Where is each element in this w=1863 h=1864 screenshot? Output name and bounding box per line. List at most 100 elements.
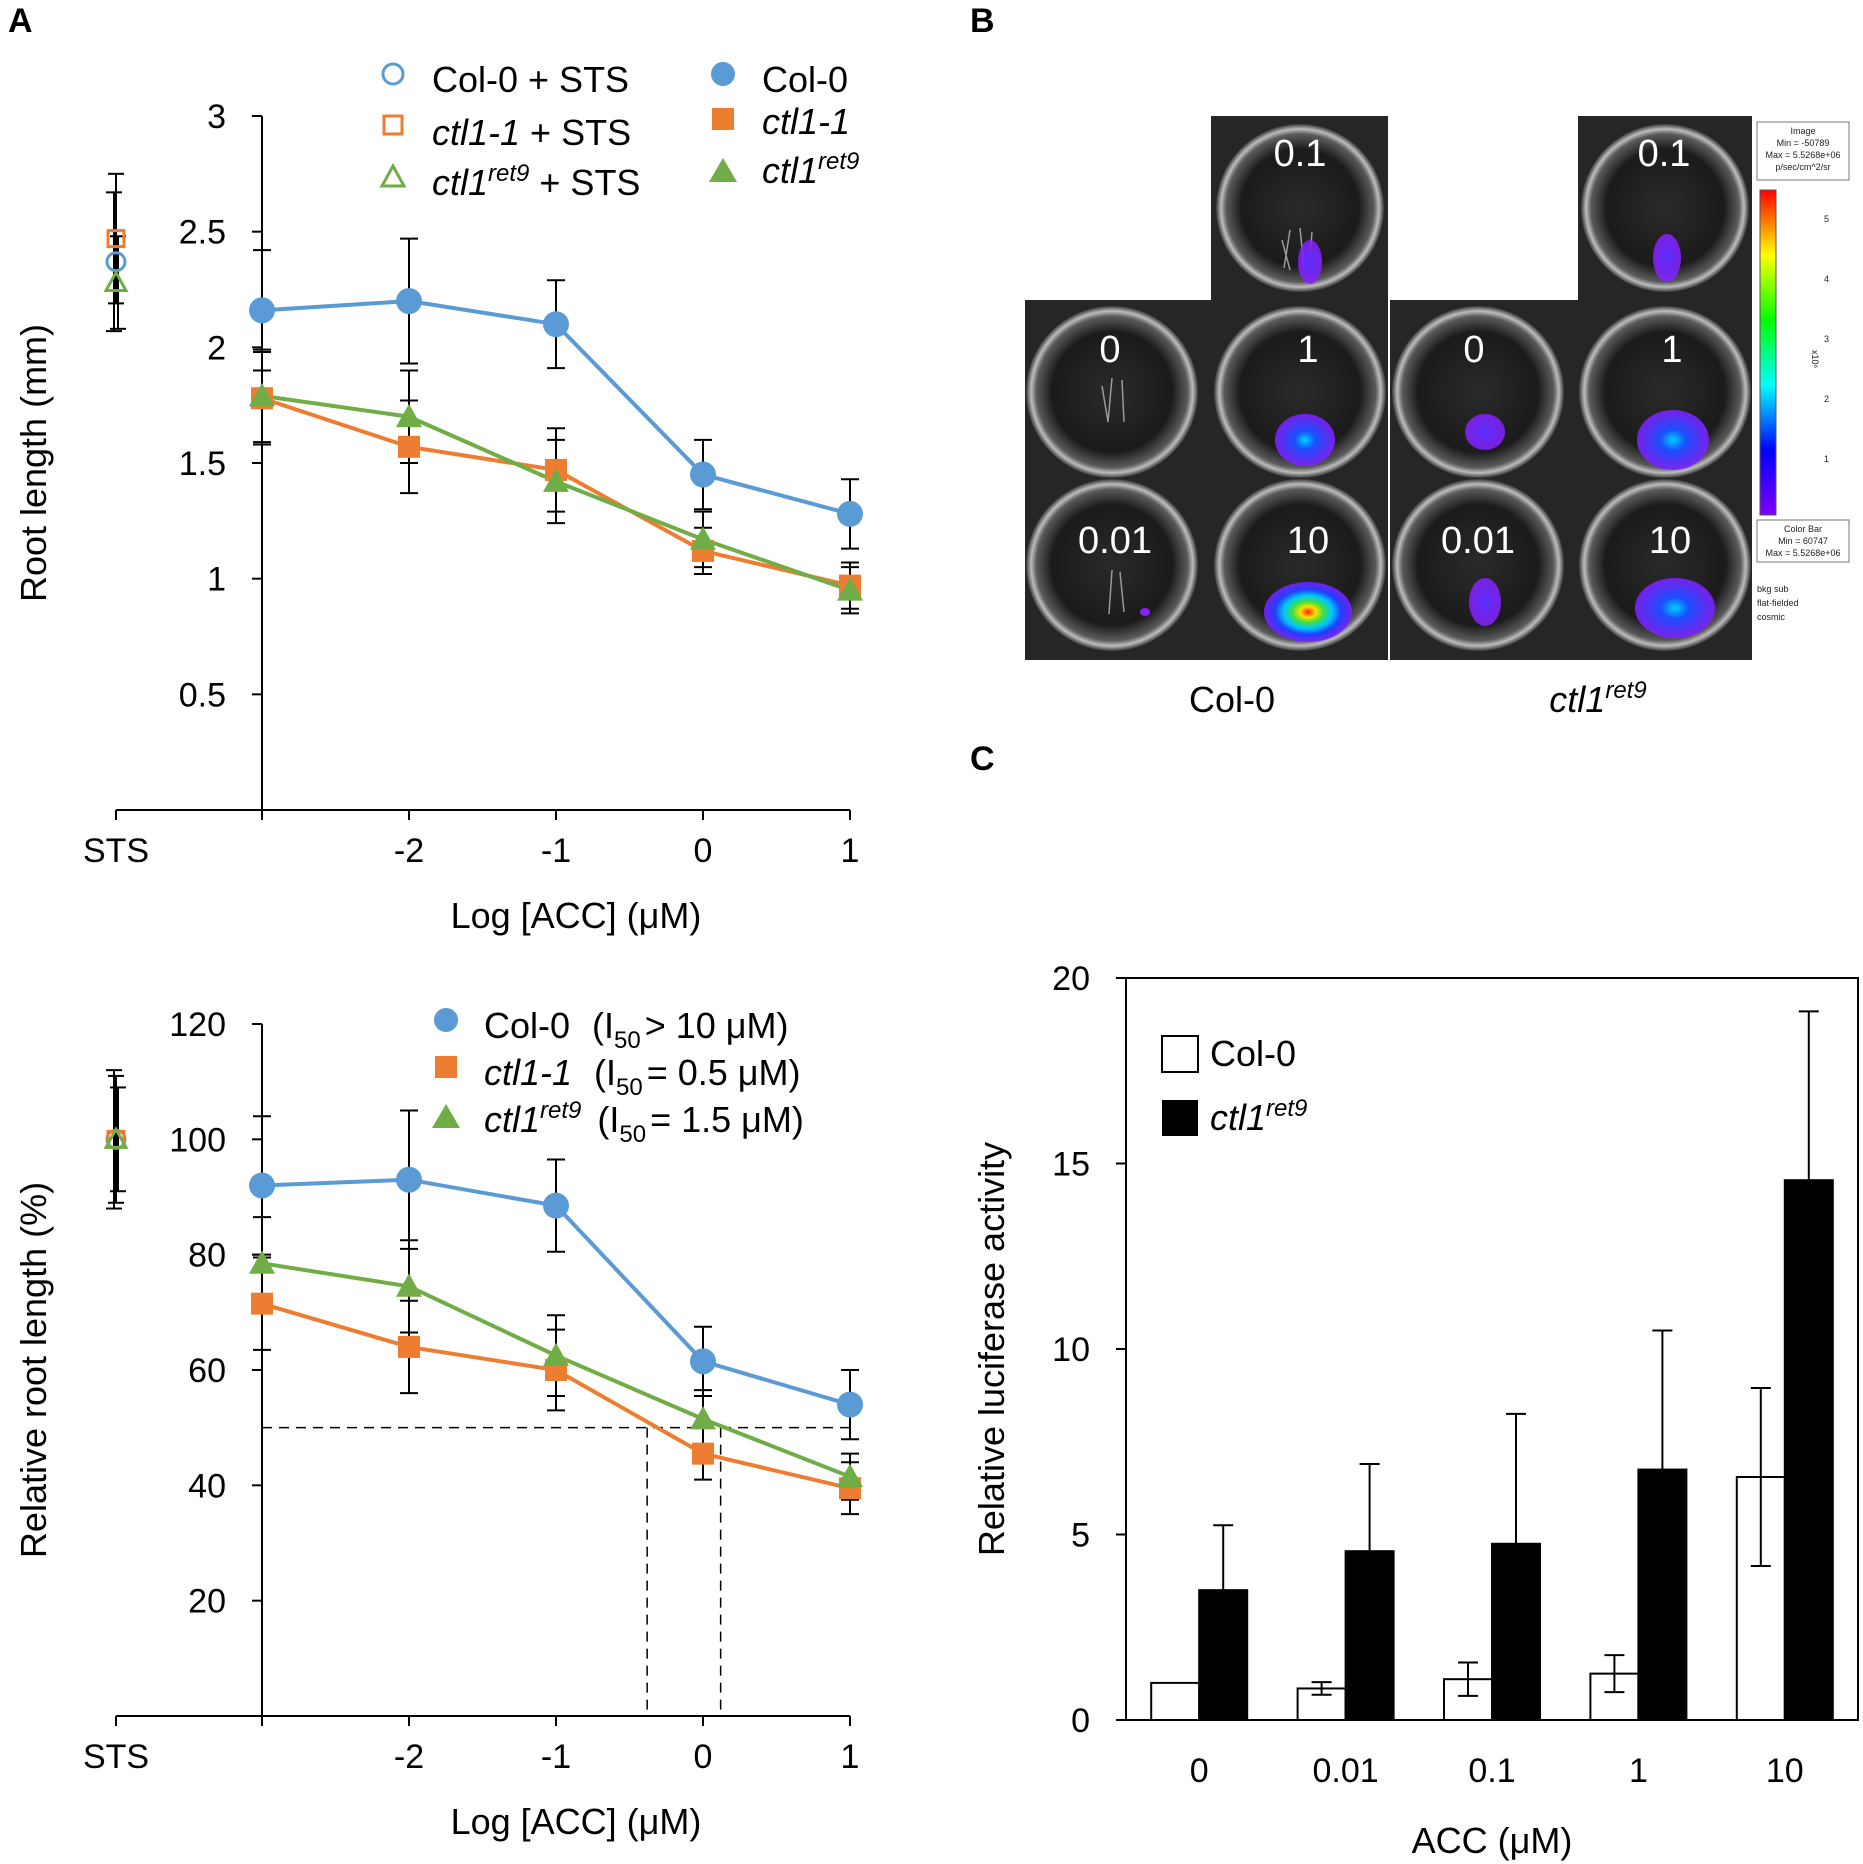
x-tick-label: -2 xyxy=(394,1738,424,1776)
error-bar-col-0-2 xyxy=(1458,1661,1478,1697)
well-label-ret9-0-1: 0.1 xyxy=(1638,133,1691,175)
bar-ctl1ret9-2 xyxy=(1491,1542,1541,1722)
legend-a-bottom: Col-0 (I50 > 10 μM) ctl1-1 (I50 = 0.5 μM) ct… xyxy=(432,1005,804,1148)
colorbar-info-box xyxy=(1756,519,1850,563)
cbar-tick-3: 3 xyxy=(1824,334,1829,344)
x-tick-label: STS xyxy=(83,832,149,870)
well-ret9-0-01 xyxy=(1392,479,1564,651)
x-tick-label: 0 xyxy=(1190,1752,1209,1790)
point-ctl1ret9-0 xyxy=(249,1250,275,1274)
well-col0-0-01 xyxy=(1026,479,1198,651)
legend-marker-ctl11 xyxy=(712,108,734,130)
point-ctl1ret9-sts xyxy=(103,269,129,293)
point-col-0-1 xyxy=(396,288,422,315)
y-tick-label: 20 xyxy=(1052,960,1090,998)
bar-col-0-0 xyxy=(1150,1681,1201,1722)
legend-label-col0-i50: Col-0 (I50 > 10 μM) xyxy=(484,1005,789,1054)
panel-label-b: B xyxy=(970,2,995,40)
well-label-ret9-1: 1 xyxy=(1661,329,1682,371)
y-tick-label: 80 xyxy=(188,1237,226,1275)
y-tick-label: 100 xyxy=(169,1121,226,1159)
legend-label-ctl11: ctl1-1 xyxy=(762,101,850,142)
y-tick-label: 5 xyxy=(1071,1517,1090,1555)
panel-label-c: C xyxy=(970,740,995,778)
point-col-0-2 xyxy=(543,311,569,338)
point-ctl1-1-sts xyxy=(106,229,126,249)
color-bar xyxy=(1759,189,1777,516)
signal-col0-10 xyxy=(1264,582,1352,642)
point-ctl1ret9-4 xyxy=(837,577,863,601)
error-bar-ctl1ret9-sts xyxy=(110,235,126,330)
point-col-0-0 xyxy=(249,1172,275,1199)
point-ctl1ret9-2 xyxy=(543,1342,569,1366)
bar-ctl1ret9-0 xyxy=(1198,1589,1249,1722)
chart-a-relative-root-length: 20 40 60 80 100 120 STS -2 -1 0 1 Log [ACC] (μM) Rel… xyxy=(13,1006,863,1842)
y-axis-title: Relative luciferase activity xyxy=(971,1142,1012,1556)
legend-label-ctl11-sts: ctl1-1 + STS xyxy=(432,112,631,153)
well-label-ret9-0: 0 xyxy=(1463,329,1484,371)
point-col-0-4 xyxy=(837,500,863,527)
point-ctl1ret9-1 xyxy=(396,403,422,428)
y-tick-label: 1 xyxy=(207,561,226,599)
signal-col0-0-1 xyxy=(1298,240,1322,284)
legend-c: Col-0 ctl1ret9 xyxy=(1161,1033,1307,1138)
signal-col0-0-01 xyxy=(1140,608,1150,616)
x-tick-label: 0 xyxy=(694,832,713,870)
signal-ret9-10 xyxy=(1635,578,1715,638)
y-tick-label: 0.5 xyxy=(179,676,226,714)
y-axis-title: Relative root length (%) xyxy=(13,1182,54,1558)
well-label-ret9-10: 10 xyxy=(1649,520,1691,562)
point-col-0-4 xyxy=(837,1391,863,1418)
point-col-0-1 xyxy=(396,1166,422,1193)
point-ctl1ret9-4 xyxy=(837,1463,863,1488)
legend-label-ret9-sts: ctl1ret9 + STS xyxy=(432,160,640,203)
legend-marker-col0 xyxy=(711,62,735,86)
x-tick-label: -1 xyxy=(541,1738,571,1776)
well-ret9-0 xyxy=(1392,306,1564,478)
point-ctl1ret9-0 xyxy=(249,382,275,407)
legend-label-c-col0: Col-0 xyxy=(1210,1033,1296,1074)
x-tick-label: 1 xyxy=(1629,1752,1648,1790)
point-ctl1ret9-3 xyxy=(690,526,716,550)
error-bar-ctl1-1-sts xyxy=(108,172,124,305)
point-ctl1-1-1 xyxy=(398,435,420,458)
legend-swatch-ret9 xyxy=(1162,1100,1198,1136)
image-info-title: Image xyxy=(1790,126,1815,136)
y-tick-label: 20 xyxy=(188,1583,226,1621)
x-tick-label: STS xyxy=(83,1738,149,1776)
note-bkg-sub: bkg sub xyxy=(1757,584,1789,594)
error-bar-ctl1ret9-0 xyxy=(1213,1524,1234,1591)
legend-label-ret9-i50: ctl1ret9 (I50 = 1.5 μM) xyxy=(484,1097,804,1148)
legend-marker-col0-i50 xyxy=(434,1008,458,1032)
y-tick-label: 0 xyxy=(1071,1702,1090,1740)
error-bar-ctl1ret9-4 xyxy=(1798,1010,1819,1181)
well-col0-1 xyxy=(1214,306,1386,478)
legend-label-ctl11-i50: ctl1-1 (I50 = 0.5 μM) xyxy=(484,1052,801,1101)
x-tick-label: 1 xyxy=(841,1738,860,1776)
x-tick-label: -2 xyxy=(394,832,424,870)
legend-marker-ctl11-sts xyxy=(382,114,404,136)
legend-label-col0: Col-0 xyxy=(762,59,848,100)
legend-swatch-col0 xyxy=(1161,1035,1199,1073)
well-label-col0-1: 1 xyxy=(1297,329,1318,371)
legend-label-ret9: ctl1ret9 xyxy=(762,148,859,191)
y-tick-label: 120 xyxy=(169,1006,226,1044)
well-label-col0-0-01: 0.01 xyxy=(1078,520,1152,562)
image-info-unit: p/sec/cm^2/sr xyxy=(1775,162,1830,172)
legend-label-col0-sts: Col-0 + STS xyxy=(432,59,629,100)
panel-label-a: A xyxy=(8,2,33,40)
legend-marker-ret9 xyxy=(709,158,737,182)
error-bar-col-0-1 xyxy=(1311,1681,1332,1696)
x-tick-label: -1 xyxy=(541,832,571,870)
well-label-col0-0-1: 0.1 xyxy=(1274,133,1327,175)
y-tick-label: 3 xyxy=(207,98,226,136)
legend-marker-ret9-sts xyxy=(379,162,407,188)
x-tick-label: 0.1 xyxy=(1468,1752,1515,1790)
chart-c-luciferase: 0 5 10 15 20 0 0.01 0.1 1 10 ACC (μM) Relative luci… xyxy=(971,960,1859,1861)
point-col-0-2 xyxy=(543,1192,569,1219)
error-bar-ctl1ret9-2 xyxy=(1506,1412,1526,1544)
cbar-tick-2: 2 xyxy=(1824,394,1829,404)
point-col-0-3 xyxy=(690,461,716,488)
signal-col0-1 xyxy=(1275,414,1335,466)
